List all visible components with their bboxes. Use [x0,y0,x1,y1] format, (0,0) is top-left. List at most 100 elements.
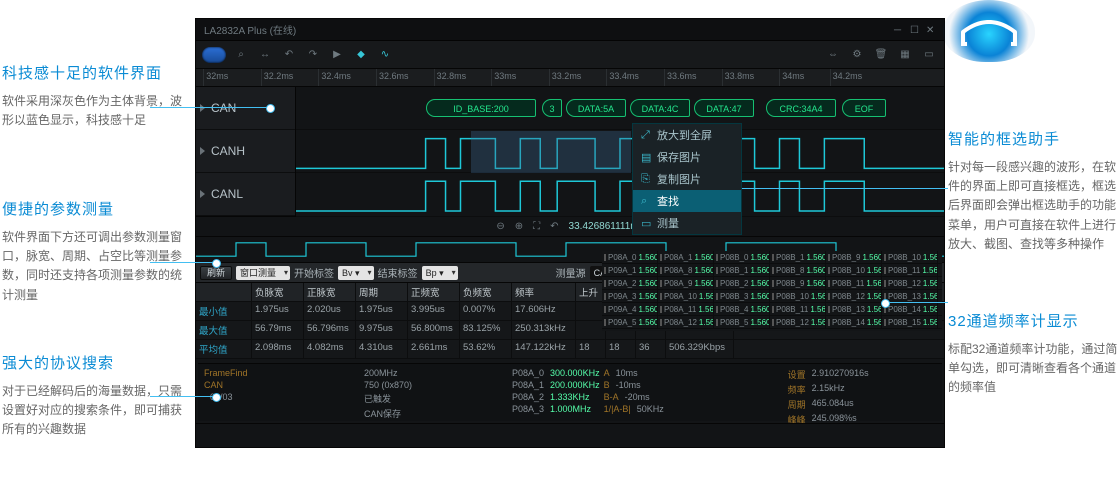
context-menu-item[interactable]: ▤保存图片 [633,146,741,168]
channel-canh[interactable]: CANH [196,130,295,173]
freq-cell[interactable]: P08B_11 1.560KHz [882,264,938,276]
annotation-title: 32通道频率计显示 [948,310,1118,334]
freq-row: P09A_2 1.560KHzP08A_9 1.560KHzP08B_2 1.5… [602,277,942,290]
ruler-tick: 34ms [779,69,804,86]
grid-icon[interactable]: ▦ [896,46,914,64]
context-menu-item[interactable]: ⤢放大到全屏 [633,124,741,146]
play-icon[interactable]: ▶ [328,46,346,64]
table-row: 平均值2.098ms4.082ms4.310us2.661ms53.62%147… [196,340,944,359]
proto-column: A10msB-10msB-A-20ms1/|A-B|50KHz [604,368,784,426]
freq-cell[interactable]: P08B_12 1.560KHz [882,277,938,289]
annotation-title: 强大的协议搜索 [2,352,192,376]
refresh-button[interactable]: 刷新 [200,266,232,280]
freq-cell[interactable]: P08B_3 1.560KHz [714,290,770,302]
trigger-icon[interactable]: ◆ [352,46,370,64]
freq-cell[interactable]: P08B_10 1.560KHz [882,251,938,263]
freq-cell[interactable]: P08B_11 1.560KHz [770,303,826,315]
freq-cell[interactable]: P08B_10 1.560KHz [770,290,826,302]
channel-canl[interactable]: CANL [196,173,295,216]
freq-cell[interactable]: P09A_3 1.560KHz [602,290,658,302]
annotation-body: 对于已经解码后的海量数据，只需设置好对应的搜索条件，即可捕获所有的兴趣数据 [2,382,192,440]
proto-column: FrameFindCAN02/03 [204,368,354,426]
context-menu-item[interactable]: ▭测量 [633,212,741,234]
ruler-tick: 34.2ms [830,69,863,86]
settings-icon[interactable]: ⚙ [848,46,866,64]
selection-rect[interactable] [471,131,631,173]
freq-cell[interactable]: P08B_5 1.560KHz [714,316,770,328]
freq-cell[interactable]: P08B_0 1.560KHz [714,251,770,263]
freq-cell[interactable]: P08A_9 1.560KHz [658,277,714,289]
freq-cell[interactable]: P08B_11 1.560KHz [826,277,882,289]
freq-cell[interactable]: P08B_12 1.560KHz [770,316,826,328]
maximize-icon[interactable]: ☐ [910,25,920,35]
cursor-ab-icon[interactable]: ⇔ [824,46,842,64]
context-menu-item[interactable]: ⌕查找 [633,190,741,212]
annotation: 科技感十足的软件界面软件采用深灰色作为主体背景，波形以蓝色显示，科技感十足 [2,62,192,130]
freq-cell[interactable]: P08B_10 1.560KHz [826,264,882,276]
window-measure-select[interactable]: 窗口测量 [236,266,290,280]
redo-icon[interactable]: ↷ [304,46,322,64]
wave-icon[interactable]: ∿ [376,46,394,64]
nav-back-icon[interactable]: ↶ [550,221,558,232]
freq-cell[interactable]: P08B_14 1.560KHz [882,303,938,315]
lead-line [150,396,216,397]
fit-icon[interactable]: ↔ [256,46,274,64]
titlebar: LA2832A Plus (在线) ─ ☐ ✕ [196,19,944,41]
waveform-pane[interactable]: ID_BASE:2003DATA:5ADATA:4CDATA:47CRC:34A… [296,87,944,216]
annotation: 32通道频率计显示标配32通道频率计功能，通过简单勾选，即可清晰查看各个通道的频… [948,310,1118,398]
freq-cell[interactable]: P08B_1 1.560KHz [770,251,826,263]
window-icon[interactable]: ▭ [920,46,938,64]
lead-line [150,107,270,108]
freq-row: P09A_1 1.560KHzP08A_8 1.560KHzP08B_1 1.5… [602,264,942,277]
freq-cell[interactable]: P08B_9 1.560KHz [826,251,882,263]
trash-icon[interactable]: 🗑 [872,46,890,64]
fullscreen-icon[interactable]: ⛶ [533,221,540,232]
freq-cell[interactable]: P08B_12 1.560KHz [826,290,882,302]
table-header-cell: 频率 [512,283,576,301]
end-select[interactable]: Bp ▾ [422,266,458,280]
freq-cell[interactable]: P08B_1 1.560KHz [714,264,770,276]
proto-column: P08A_0300.000KHzP08A_1200.000KHzP08A_21.… [512,368,600,426]
freq-cell[interactable]: P08A_8 1.560KHz [658,264,714,276]
freq-cell[interactable]: P08A_12 1.560KHz [658,316,714,328]
freq-cell[interactable]: P08B_13 1.560KHz [826,303,882,315]
annotation-title: 智能的框选助手 [948,128,1118,152]
window-controls: ─ ☐ ✕ [894,25,936,35]
table-header-cell: 周期 [356,283,408,301]
freq-cell[interactable]: P08A_1 1.560KHz [658,251,714,263]
freq-cell[interactable]: P09A_4 1.560KHz [602,303,658,315]
context-menu-item[interactable]: ⎘复制图片 [633,168,741,190]
freq-cell[interactable]: P08B_14 1.560KHz [826,316,882,328]
brand-logo [943,0,1035,62]
freq-cell[interactable]: P09A_5 1.560KHz [602,316,658,328]
zoom-out-icon[interactable]: ⊖ [496,221,504,232]
annotation-body: 软件采用深灰色作为主体背景，波形以蓝色显示，科技感十足 [2,92,192,130]
freq-cell[interactable]: P08B_2 1.560KHz [714,277,770,289]
undo-icon[interactable]: ↶ [280,46,298,64]
annotation-body: 针对每一段感兴趣的波形，在软件的界面上即可直接框选，框选后界面即会弹出框选助手的… [948,158,1118,254]
start-select[interactable]: Bv ▾ [338,266,374,280]
close-icon[interactable]: ✕ [926,25,936,35]
minimize-icon[interactable]: ─ [894,25,904,35]
zoom-icon[interactable]: ⌕ [232,46,250,64]
proto-column: 200MHz750 (0x870)已触发CAN保存 [358,368,508,426]
freq-cell[interactable]: P08A_10 1.560KHz [658,290,714,302]
frequency-grid: P08A_0 1.560KHzP08A_1 1.560KHzP08B_0 1.5… [602,251,942,331]
proto-column: 设置2.910270916s频率2.15kHz周期465.084us峰峰245.… [788,368,938,426]
freq-cell[interactable]: P08B_15 1.560KHz [882,316,938,328]
statusbar [196,423,944,447]
run-toggle[interactable] [202,47,226,63]
freq-cell[interactable]: P08B_13 1.560KHz [882,290,938,302]
zoom-in-icon[interactable]: ⊕ [515,221,523,232]
time-ruler[interactable]: 32ms32.2ms32.4ms32.6ms32.8ms33ms33.2ms33… [196,69,944,87]
ruler-tick: 32.4ms [318,69,351,86]
freq-cell[interactable]: P08A_0 1.560KHz [602,251,658,263]
source-label: 测量源 [556,265,586,280]
freq-cell[interactable]: P08B_4 1.560KHz [714,303,770,315]
freq-cell[interactable]: P08B_9 1.560KHz [770,277,826,289]
freq-cell[interactable]: P08B_8 1.560KHz [770,264,826,276]
freq-cell[interactable]: P09A_2 1.560KHz [602,277,658,289]
channel-can[interactable]: CAN [196,87,295,130]
freq-cell[interactable]: P09A_1 1.560KHz [602,264,658,276]
freq-cell[interactable]: P08A_11 1.560KHz [658,303,714,315]
